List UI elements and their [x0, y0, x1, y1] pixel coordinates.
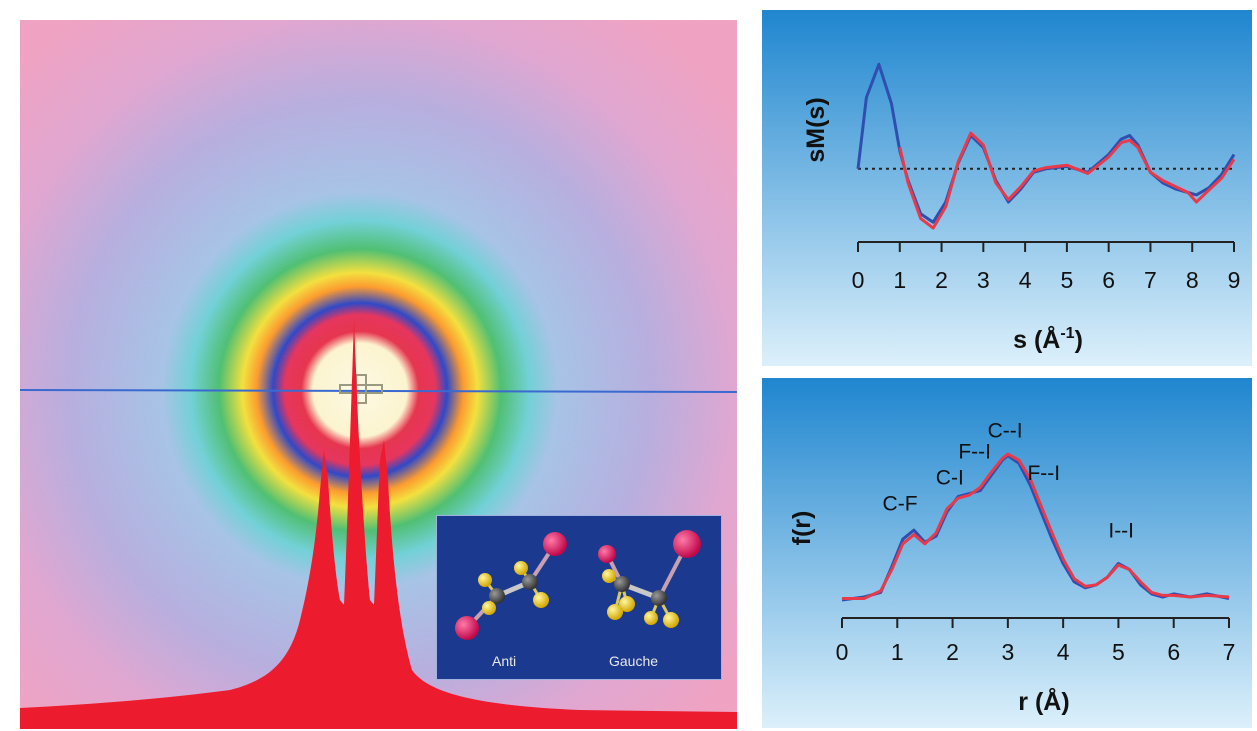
- x-tick-label: 1: [893, 267, 906, 293]
- x-tick-label: 0: [852, 267, 865, 293]
- carbon-atom: [522, 574, 538, 590]
- fr-y-axis-label: f(r): [788, 511, 816, 546]
- fluorine-atom: [663, 612, 679, 628]
- peak-label: C--I: [988, 419, 1023, 442]
- sms-y-axis-label: sM(s): [802, 97, 830, 162]
- carbon-atom: [651, 590, 667, 606]
- fr-chart-panel: C-FC-IF--IC--IF--II--I 01234567 f(r) r (…: [762, 378, 1252, 728]
- peak-label: C-I: [936, 466, 964, 489]
- x-tick-label: 1: [891, 639, 904, 665]
- gauche-label: Gauche: [609, 653, 658, 669]
- iodine-atom: [673, 530, 701, 558]
- peak-label: C-F: [883, 492, 918, 515]
- x-tick-label: 2: [946, 639, 959, 665]
- x-tick-label: 7: [1144, 267, 1157, 293]
- fluorine-atom: [602, 569, 616, 583]
- x-tick-label: 4: [1057, 639, 1070, 665]
- x-tick-label: 6: [1167, 639, 1180, 665]
- fr-x-axis-label: r (Å): [1018, 687, 1069, 716]
- fluorine-atom: [644, 611, 658, 625]
- fluorine-atom: [514, 561, 528, 575]
- iodine-atom: [598, 545, 616, 563]
- peak-label: F--I: [958, 441, 991, 464]
- fluorine-atom: [478, 573, 492, 587]
- x-tick-label: 5: [1060, 267, 1073, 293]
- peak-label: I--I: [1108, 520, 1134, 543]
- x-tick-label: 6: [1102, 267, 1115, 293]
- x-tick-label: 2: [935, 267, 948, 293]
- sms-chart: 0123456789 sM(s) s (Å-1): [762, 10, 1252, 366]
- gauche-conformer-molecule: [598, 530, 701, 628]
- anti-label: Anti: [492, 653, 516, 669]
- molecule-structures: Anti Gauche: [437, 516, 721, 679]
- x-tick-label: 5: [1112, 639, 1125, 665]
- peak-label: F--I: [1027, 462, 1060, 485]
- x-tick-label: 8: [1186, 267, 1199, 293]
- sms-chart-panel: 0123456789 sM(s) s (Å-1): [762, 10, 1252, 366]
- fluorine-atom: [482, 601, 496, 615]
- fr-chart: C-FC-IF--IC--IF--II--I 01234567 f(r) r (…: [762, 378, 1252, 728]
- iodine-atom: [543, 532, 567, 556]
- x-tick-label: 7: [1223, 639, 1236, 665]
- molecule-inset: Anti Gauche: [436, 515, 722, 680]
- x-tick-label: 9: [1228, 267, 1241, 293]
- carbon-atom: [614, 576, 630, 592]
- x-tick-label: 4: [1019, 267, 1032, 293]
- fluorine-atom: [533, 592, 549, 608]
- x-tick-label: 0: [836, 639, 849, 665]
- fluorine-atom: [607, 604, 623, 620]
- x-tick-label: 3: [977, 267, 990, 293]
- x-tick-label: 3: [1001, 639, 1014, 665]
- diffraction-pattern-panel: Anti Gauche: [20, 20, 737, 729]
- anti-conformer-molecule: [455, 532, 567, 640]
- iodine-atom: [455, 616, 479, 640]
